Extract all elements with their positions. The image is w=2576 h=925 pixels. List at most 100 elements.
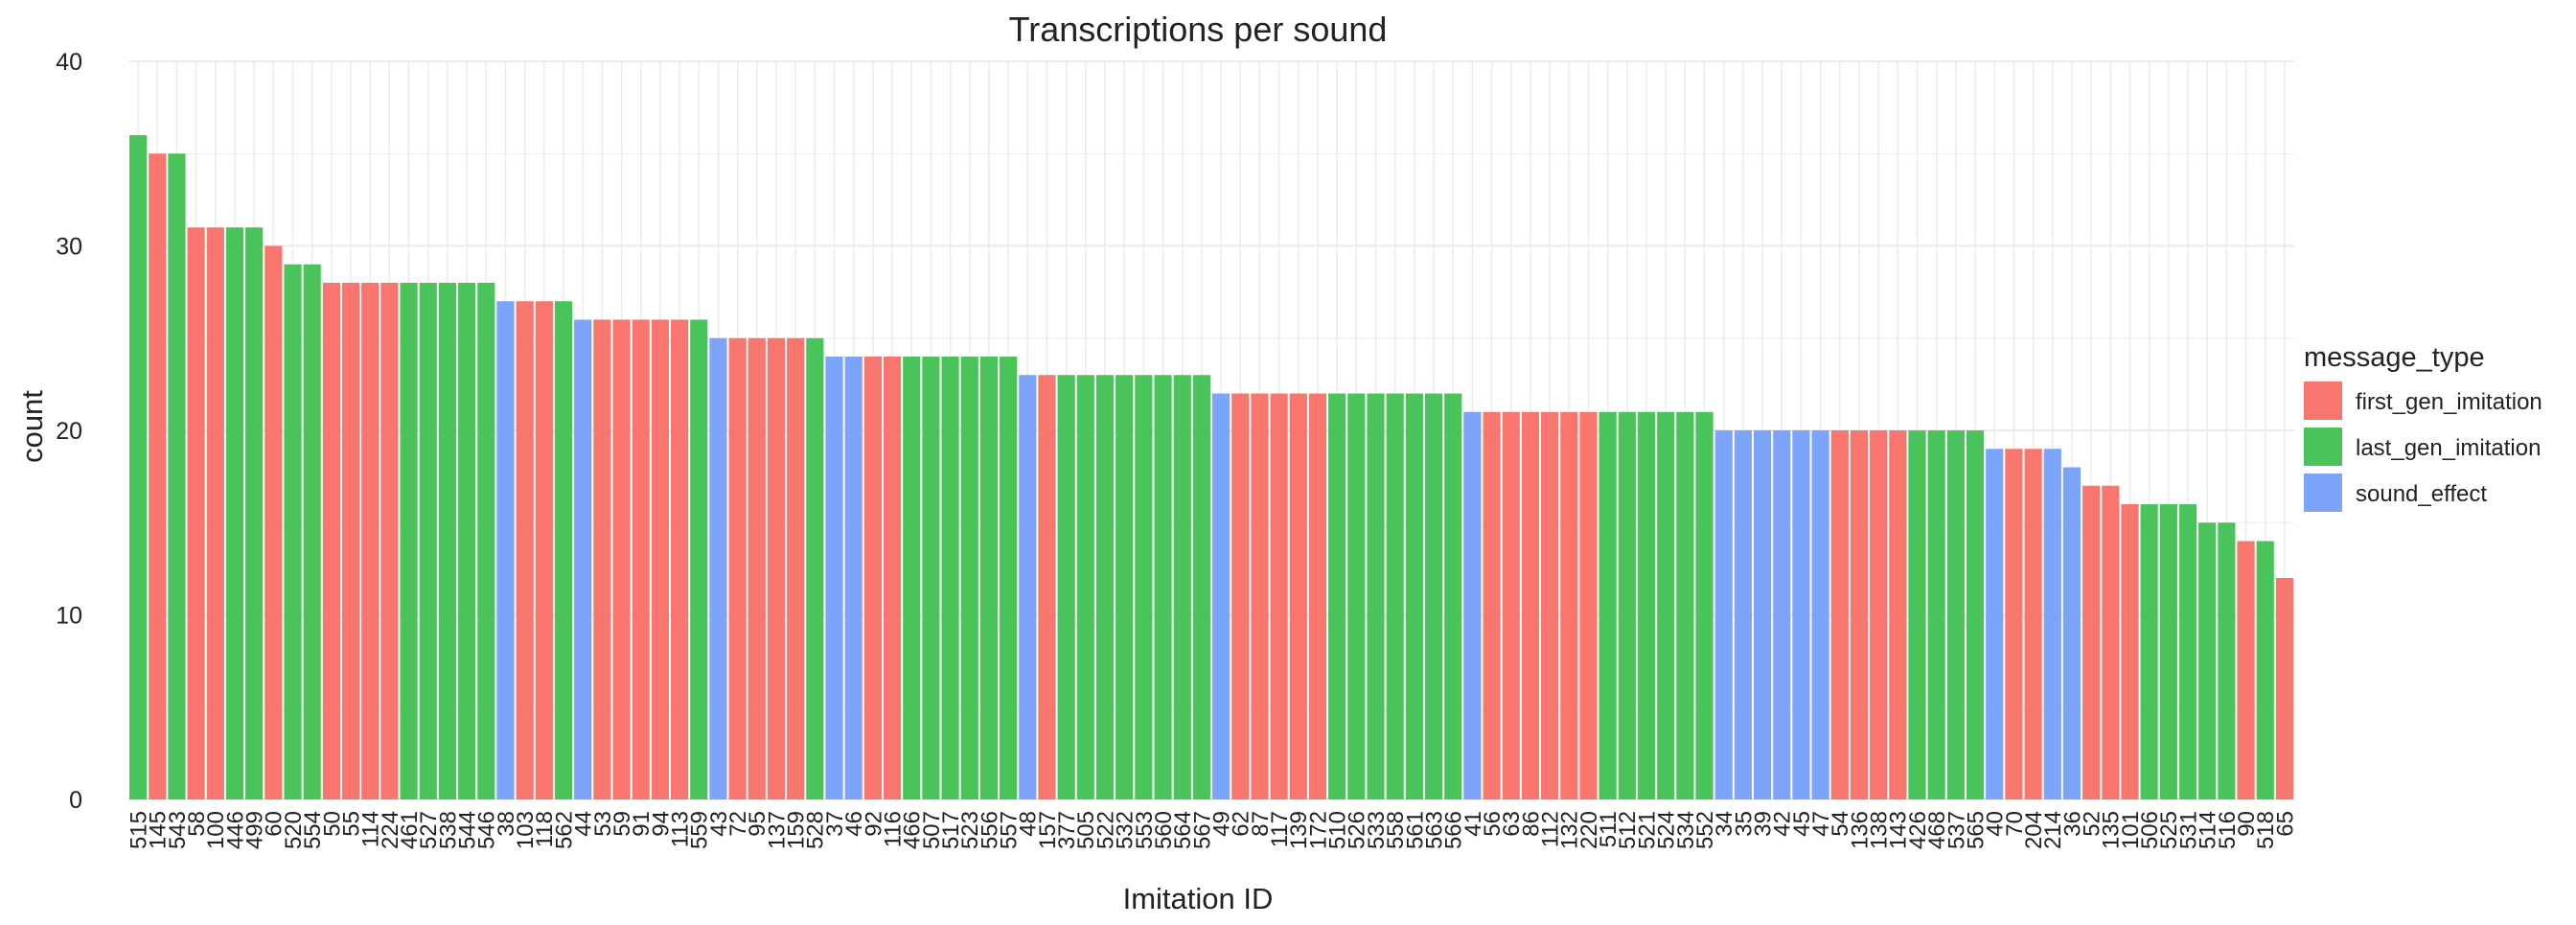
bar [1289,393,1307,799]
x-tick-label: 70 [2002,811,2028,837]
legend: message_type first_gen_imitation last_gen… [2304,342,2542,512]
x-tick-label: 65 [2272,811,2298,837]
x-tick-label: 159 [784,811,810,849]
bar [709,337,727,799]
x-tick-label: 48 [1016,811,1042,837]
legend-swatch [2304,474,2342,512]
bar [1000,357,1018,799]
x-tick-label: 520 [281,811,307,849]
bar [844,357,862,799]
bar [2024,449,2042,799]
x-tick-label: 532 [1113,811,1138,849]
x-tick-label: 466 [900,811,926,849]
bar [1657,411,1675,799]
x-tick-label: 511 [1596,811,1622,847]
x-tick-label: 507 [919,811,945,849]
bar [1773,430,1791,799]
x-tick-label: 143 [1886,811,1912,849]
x-tick-label: 132 [1557,811,1583,849]
x-tick-label: 50 [319,811,345,837]
x-tick-label: 112 [1538,811,1564,847]
x-tick-label: 60 [262,811,288,837]
x-tick-label: 543 [165,811,191,849]
x-tick-label: 525 [2156,811,2182,849]
x-tick-label: 118 [532,811,558,847]
bar [168,153,186,799]
x-tick-label: 510 [1325,811,1351,849]
x-tick-label: 58 [184,811,210,837]
bar [2082,485,2101,799]
bar [1367,393,1385,799]
bar [322,283,340,799]
bar [187,227,205,799]
x-tick-label: 95 [745,811,770,837]
legend-label: sound_effect [2356,481,2487,507]
x-tick-label: 534 [1673,811,1699,849]
x-axis-ticks: 5151455435810044649960520554505511422446… [126,811,2298,849]
bar [1212,393,1230,799]
x-tick-label: 136 [1847,811,1873,849]
x-tick-label: 145 [146,811,172,849]
x-tick-label: 63 [1499,811,1525,837]
x-tick-label: 35 [1731,811,1757,837]
bar [979,357,999,799]
bar [1560,411,1578,799]
bar [458,283,476,799]
bar [2237,541,2255,799]
bar [129,135,148,799]
x-tick-label: 562 [551,811,577,849]
x-tick-label: 138 [1867,811,1893,849]
bar [1154,375,1172,799]
bar [1618,411,1636,799]
x-tick-label: 117 [1267,811,1293,847]
x-tick-label: 86 [1518,811,1544,837]
x-tick-label: 101 [2118,811,2144,849]
x-tick-label: 537 [1944,811,1969,849]
x-tick-label: 59 [610,811,635,837]
bar [825,357,843,799]
x-tick-label: 512 [1615,811,1641,849]
x-tick-label: 103 [513,811,539,849]
x-tick-label: 523 [957,811,983,849]
bar [380,283,399,799]
bar [2140,504,2158,799]
bar [806,337,824,799]
bar [2198,522,2217,799]
x-tick-label: 224 [378,811,403,849]
x-tick-label: 518 [2253,811,2279,849]
x-tick-label: 377 [1054,811,1080,849]
x-tick-label: 114 [358,811,384,847]
x-tick-label: 517 [938,811,964,849]
x-tick-label: 100 [203,811,229,849]
bar [1386,393,1404,799]
bar [593,319,611,799]
x-tick-label: 563 [1421,811,1447,849]
bar [1173,375,1191,799]
bar [1463,411,1482,799]
bar [477,283,495,799]
x-tick-label: 506 [2137,811,2163,849]
bar [2178,504,2197,799]
bar [1095,375,1115,799]
bar [1038,375,1056,799]
x-tick-label: 468 [1924,811,1950,849]
bar [535,301,553,799]
bar [1579,411,1598,799]
bar [245,227,264,799]
x-tick-label: 137 [764,811,790,849]
x-tick-label: 46 [841,811,867,837]
x-tick-label: 44 [571,811,597,837]
bar [2218,522,2236,799]
x-tick-label: 554 [300,811,326,849]
bar [1637,411,1656,799]
x-tick-label: 461 [397,811,423,849]
bar [883,357,902,799]
x-tick-label: 527 [416,811,442,849]
x-tick-label: 34 [1712,811,1737,837]
bar [1192,375,1210,799]
x-tick-label: 515 [126,811,151,849]
bar [1676,411,1694,799]
bar [574,319,592,799]
bar [2275,578,2293,799]
x-tick-label: 426 [1905,811,1931,849]
